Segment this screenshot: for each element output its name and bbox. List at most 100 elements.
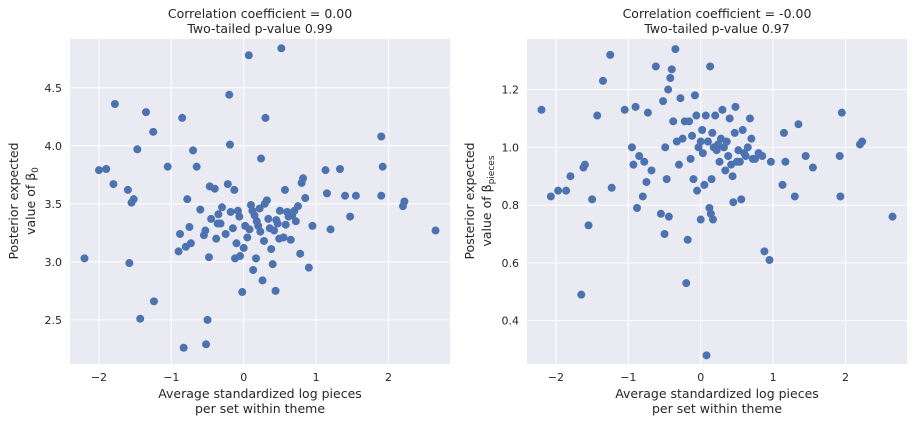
right-scatter-point <box>662 175 671 184</box>
left-scatter-point <box>80 254 89 263</box>
left-scatter-point <box>221 230 230 238</box>
left-scatter-point <box>123 185 132 194</box>
right-scatter-point <box>751 154 759 163</box>
left-scatter-point <box>400 197 409 206</box>
right-grid <box>527 39 907 364</box>
left-scatter-point <box>204 253 213 262</box>
right-scatter-point <box>664 212 673 221</box>
left-scatter-point <box>270 226 279 235</box>
right-scatter-point <box>835 152 844 160</box>
left-scatter-point <box>133 145 142 154</box>
left-scatter-point <box>377 132 386 141</box>
right-scatter-point <box>858 137 867 146</box>
left-y-tick-label: 3.0 <box>45 256 63 269</box>
right-scatter-point <box>635 152 644 160</box>
right-scatter-point <box>627 143 636 152</box>
left-scatter-point <box>261 113 270 122</box>
left-scatter-point <box>308 221 317 230</box>
right-scatter-point <box>631 102 640 111</box>
left-scatter-point <box>258 276 267 285</box>
left-scatter-point <box>296 249 305 258</box>
left-xlabel-line2: per set within theme <box>195 401 325 416</box>
left-scatter-point <box>286 235 295 244</box>
left-scatter-point <box>216 219 225 228</box>
right-scatter-point <box>728 172 737 181</box>
right-y-tick-label: 0.8 <box>502 199 520 212</box>
right-scatter-point <box>724 152 733 160</box>
left-scatter-point <box>228 224 237 233</box>
right-scatter-point <box>606 50 615 59</box>
left-scatter-point <box>351 191 360 200</box>
right-scatter-point <box>888 212 897 221</box>
right-scatter-point <box>715 157 724 166</box>
left-scatter-point <box>244 51 253 60</box>
right-scatter-point <box>671 45 680 54</box>
right-scatter-point <box>669 117 678 126</box>
left-y-tick-label: 4.0 <box>45 140 63 153</box>
right-scatter-point <box>743 143 752 152</box>
right-ylabel-line1: Posterior expected <box>462 142 477 259</box>
right-scatter-point <box>766 157 775 166</box>
left-scatter-point <box>230 185 239 194</box>
left-scatter-point <box>125 259 134 268</box>
right-scatter-point <box>676 94 685 103</box>
left-scatter-point <box>232 239 241 248</box>
right-x-tick-label: 0 <box>697 371 704 384</box>
right-scatter-point <box>689 175 698 184</box>
left-scatter-point <box>277 44 286 53</box>
right-scatter-point <box>790 192 799 201</box>
right-scatter-point <box>731 102 740 111</box>
left-scatter-point <box>322 189 331 198</box>
left-scatter-point <box>207 214 216 223</box>
right-scatter-point <box>661 143 670 152</box>
right-scatter-point <box>640 157 649 166</box>
right-scatter-point <box>686 154 695 163</box>
right-scatter-point <box>659 97 668 106</box>
right-scatter-point <box>700 180 709 189</box>
left-scatter-point <box>225 140 234 149</box>
left-scatter-point <box>223 180 232 189</box>
left-scatter-point <box>268 260 277 269</box>
right-scatter-point <box>688 131 697 140</box>
right-scatter-point <box>747 134 756 143</box>
right-ylabel-subscript: pieces <box>487 155 497 184</box>
right-points <box>537 45 897 360</box>
right-scatter-point <box>656 209 665 218</box>
right-y-tick-labels: 0.4 0.6 0.8 1.0 1.2 <box>502 84 520 328</box>
left-scatter-point <box>275 206 284 215</box>
left-scatter-point <box>255 204 264 213</box>
right-x-tick-label: 1 <box>770 371 777 384</box>
left-scatter-point <box>238 288 247 297</box>
right-scatter-point <box>837 108 846 117</box>
left-scatter-point <box>109 180 118 189</box>
left-scatter-point <box>185 223 194 232</box>
left-title-line1: Correlation coefficient = 0.00 <box>168 6 352 21</box>
right-scatter-point <box>781 157 790 166</box>
right-scatter-point <box>741 152 750 160</box>
right-scatter-point <box>690 91 699 100</box>
right-scatter-point <box>562 186 571 195</box>
right-scatter-point <box>696 137 705 146</box>
left-x-tick-label: −1 <box>163 371 179 384</box>
left-x-tick-label: 0 <box>240 371 247 384</box>
left-scatter-point <box>236 252 245 261</box>
left-scatter-point <box>149 127 158 136</box>
right-scatter-point <box>667 65 676 74</box>
right-ylabel-main: value of β <box>479 184 494 246</box>
left-scatter-point <box>271 286 280 295</box>
right-xlabel-line2: per set within theme <box>652 401 782 416</box>
right-scatter-point <box>702 351 711 360</box>
left-title-line2: Two-tailed p-value 0.99 <box>186 21 332 36</box>
right-scatter-point <box>779 128 788 137</box>
chart-left: Correlation coefficient = 0.00 Two-taile… <box>6 6 450 416</box>
left-scatter-point <box>279 233 288 242</box>
right-scatter-point <box>580 160 589 169</box>
right-ylabel-line2: value of βpieces <box>479 155 497 246</box>
left-y-tick-label: 4.5 <box>45 82 63 95</box>
right-scatter-point <box>664 85 673 94</box>
left-scatter-point <box>218 203 226 212</box>
right-scatter-point <box>599 76 607 85</box>
left-scatter-point <box>294 202 302 211</box>
right-y-tick-label: 1.0 <box>502 141 520 154</box>
